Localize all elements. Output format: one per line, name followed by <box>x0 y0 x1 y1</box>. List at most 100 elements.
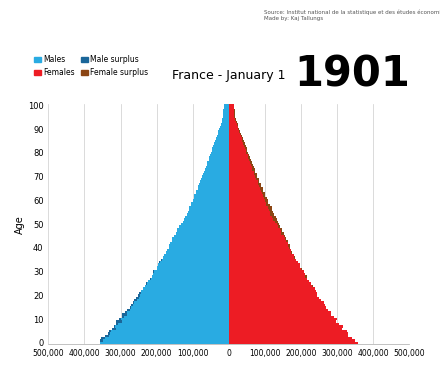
Bar <box>229 147 245 149</box>
Bar <box>213 145 229 147</box>
Bar <box>218 130 229 133</box>
Bar <box>103 339 229 342</box>
Bar <box>229 261 298 263</box>
Bar <box>266 201 268 204</box>
Bar <box>245 147 247 149</box>
Bar <box>248 154 249 156</box>
Bar <box>216 135 229 138</box>
Bar <box>229 194 263 197</box>
Bar <box>229 237 285 239</box>
Bar <box>229 247 289 249</box>
Bar <box>229 297 319 299</box>
Bar <box>229 318 337 320</box>
Bar <box>251 164 253 166</box>
Bar <box>154 270 229 273</box>
Bar <box>229 320 336 323</box>
Bar <box>181 223 229 225</box>
Bar <box>229 332 348 335</box>
Bar <box>246 152 249 154</box>
Bar <box>260 185 261 187</box>
Bar <box>214 142 229 145</box>
Bar <box>253 168 255 171</box>
Bar <box>229 282 311 285</box>
Bar <box>189 206 229 209</box>
Bar <box>229 278 307 280</box>
Bar <box>142 289 229 292</box>
Bar <box>284 235 286 237</box>
Bar <box>224 104 229 107</box>
Bar <box>229 145 244 147</box>
Bar <box>169 247 229 249</box>
Bar <box>229 175 256 178</box>
Bar <box>229 119 235 121</box>
Bar <box>229 323 339 325</box>
Bar <box>229 292 317 294</box>
Bar <box>270 211 273 213</box>
Bar <box>189 209 229 211</box>
Bar <box>263 194 265 197</box>
Bar <box>229 185 260 187</box>
Bar <box>229 273 305 275</box>
Bar <box>234 114 235 116</box>
Bar <box>185 216 229 218</box>
Bar <box>177 228 229 230</box>
Bar <box>163 256 229 258</box>
Bar <box>136 297 139 299</box>
Bar <box>281 230 282 232</box>
Bar <box>141 292 229 294</box>
Bar <box>229 304 325 306</box>
Bar <box>229 235 284 237</box>
Bar <box>116 320 121 323</box>
Bar <box>229 173 254 175</box>
Bar <box>220 126 229 128</box>
Bar <box>133 301 134 304</box>
Bar <box>209 156 229 159</box>
Bar <box>207 161 229 164</box>
Bar <box>222 121 229 123</box>
Bar <box>170 242 229 244</box>
Bar <box>260 187 263 190</box>
Bar <box>229 294 317 297</box>
Bar <box>229 251 291 254</box>
Bar <box>278 225 280 228</box>
Bar <box>157 268 229 270</box>
Bar <box>99 342 100 344</box>
Bar <box>148 280 229 282</box>
Bar <box>153 273 229 275</box>
Bar <box>229 311 331 313</box>
Bar <box>240 133 241 135</box>
Bar <box>143 287 229 289</box>
Bar <box>229 123 237 126</box>
Bar <box>221 123 229 126</box>
Bar <box>229 161 250 164</box>
Bar <box>246 149 247 152</box>
Bar <box>133 304 229 306</box>
Bar <box>122 316 124 318</box>
Bar <box>146 282 147 285</box>
Bar <box>272 216 276 218</box>
Bar <box>139 297 229 299</box>
Bar <box>134 301 229 304</box>
Bar <box>229 325 343 327</box>
Bar <box>130 306 131 308</box>
Bar <box>229 159 249 161</box>
Bar <box>216 138 229 140</box>
Bar <box>158 266 229 268</box>
Bar <box>229 256 294 258</box>
Bar <box>206 166 229 168</box>
Bar <box>264 199 268 201</box>
Bar <box>229 197 264 199</box>
Bar <box>229 258 296 261</box>
Bar <box>100 342 229 344</box>
Bar <box>229 209 269 211</box>
Bar <box>229 232 282 235</box>
Bar <box>269 209 272 211</box>
Bar <box>237 123 238 126</box>
Bar <box>224 107 229 109</box>
Bar <box>277 223 279 225</box>
Bar <box>191 201 229 204</box>
Bar <box>112 327 116 330</box>
Bar <box>229 287 315 289</box>
Bar <box>109 330 111 332</box>
Bar <box>229 339 355 342</box>
